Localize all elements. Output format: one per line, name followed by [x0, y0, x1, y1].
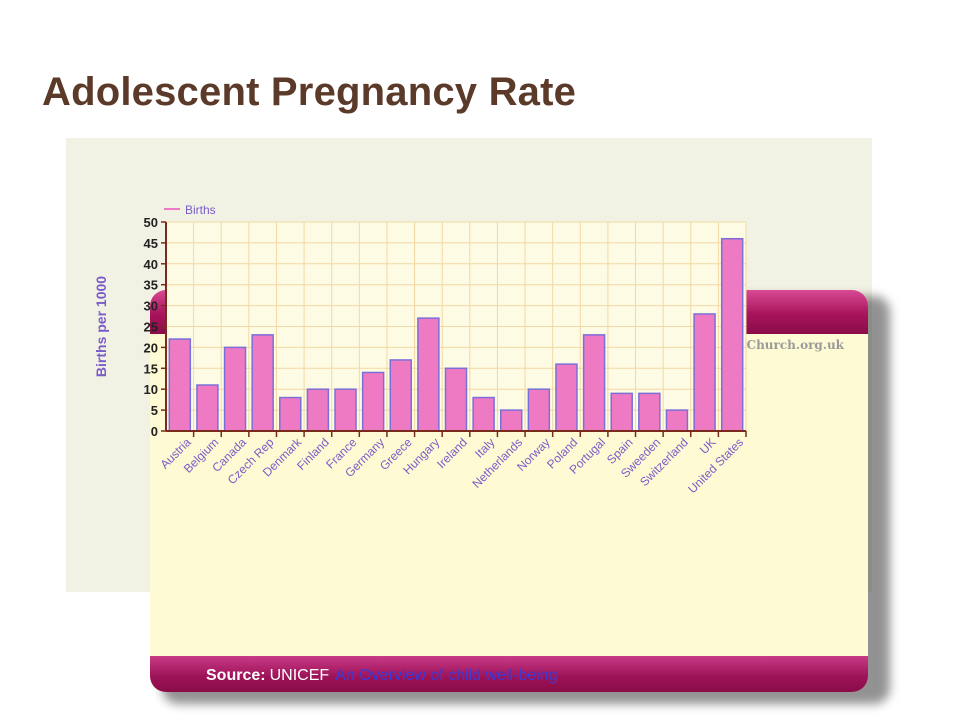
y-tick-label: 15 — [144, 361, 158, 376]
x-tick-label: UK — [697, 435, 719, 457]
source-org: UNICEF — [269, 667, 330, 684]
bar — [251, 334, 274, 432]
y-tick-label: 35 — [144, 278, 158, 293]
y-tick-label: 5 — [151, 403, 158, 418]
bar — [499, 409, 523, 432]
bar — [720, 237, 744, 432]
y-tick-label: 0 — [151, 424, 158, 439]
x-tick-label: Ireland — [434, 435, 470, 471]
bar — [693, 313, 716, 432]
y-tick-label: 40 — [144, 257, 158, 272]
bar — [665, 409, 689, 432]
bar — [168, 338, 192, 432]
legend-label: Births — [185, 203, 216, 217]
bar — [417, 317, 440, 432]
bar — [555, 363, 578, 432]
source-line: Source: UNICEF An Overview of child well-b… — [206, 667, 557, 685]
bar — [527, 388, 551, 432]
bar — [306, 388, 330, 432]
source-band: Source: UNICEF An Overview of child well-b… — [150, 656, 868, 692]
y-axis-label: Births per 1000 — [93, 276, 109, 377]
bar — [361, 371, 385, 432]
bar — [389, 359, 413, 432]
y-tick-label: 30 — [144, 299, 158, 314]
bar — [444, 367, 468, 432]
y-tick-label: 25 — [144, 320, 158, 335]
bar — [610, 392, 633, 432]
source-link[interactable]: An Overview of child well-being — [335, 667, 558, 684]
bar — [196, 384, 219, 432]
bar — [279, 396, 302, 432]
watermark: WhyChurch.org.uk — [717, 338, 844, 352]
bar — [334, 388, 357, 432]
source-label: Source: — [206, 667, 266, 684]
y-tick-label: 50 — [144, 215, 158, 230]
y-tick-label: 10 — [144, 382, 158, 397]
bar — [582, 334, 606, 432]
y-tick-label: 45 — [144, 236, 158, 251]
page-title: Adolescent Pregnancy Rate — [42, 70, 577, 114]
bar — [223, 346, 247, 432]
bar — [472, 396, 495, 432]
y-tick-label: 20 — [144, 340, 158, 355]
bar — [638, 392, 661, 432]
